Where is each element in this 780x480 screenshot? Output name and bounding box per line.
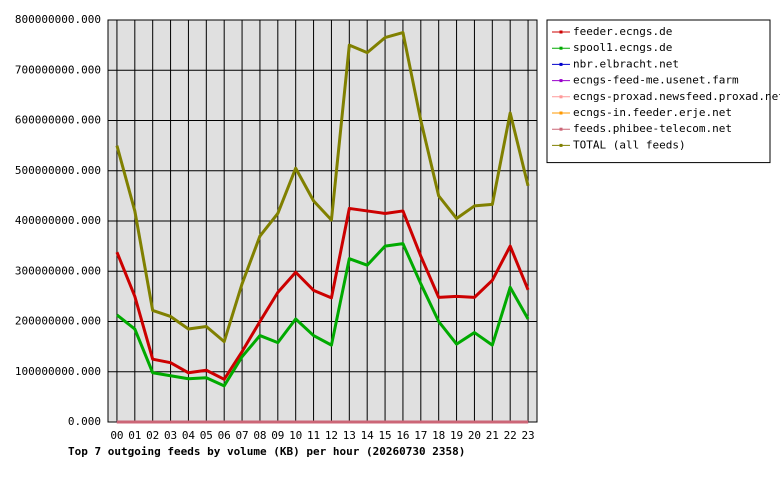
y-tick-label: 800000000.000 bbox=[15, 13, 101, 26]
series-line bbox=[115, 206, 530, 381]
series-line bbox=[116, 242, 530, 388]
y-tick-label: 100000000.000 bbox=[15, 365, 101, 378]
legend-label: ecngs-proxad.newsfeed.proxad.net bbox=[573, 90, 780, 103]
chart-title: Top 7 outgoing feeds by volume (KB) per … bbox=[68, 445, 465, 458]
x-tick-label: 02 bbox=[146, 429, 159, 442]
x-tick-label: 22 bbox=[504, 429, 517, 442]
x-tick-label: 18 bbox=[432, 429, 445, 442]
series-line bbox=[115, 31, 530, 344]
legend-label: nbr.elbracht.net bbox=[573, 57, 679, 70]
x-tick-label: 23 bbox=[521, 429, 534, 442]
legend-marker bbox=[559, 111, 563, 115]
x-tick-label: 09 bbox=[271, 429, 284, 442]
x-tick-label: 01 bbox=[128, 429, 141, 442]
legend-marker bbox=[559, 143, 563, 147]
y-tick-label: 300000000.000 bbox=[15, 264, 101, 277]
legend-marker bbox=[559, 62, 563, 66]
legend-label: ecngs-feed-me.usenet.farm bbox=[573, 74, 739, 87]
x-tick-label: 10 bbox=[289, 429, 302, 442]
y-tick-label: 600000000.000 bbox=[15, 114, 101, 127]
legend-marker bbox=[559, 30, 563, 34]
y-tick-label: 0.000 bbox=[68, 415, 101, 428]
x-tick-label: 07 bbox=[235, 429, 248, 442]
legend-label: feeder.ecngs.de bbox=[573, 25, 672, 38]
x-tick-label: 19 bbox=[450, 429, 463, 442]
y-tick-label: 400000000.000 bbox=[15, 214, 101, 227]
x-tick-label: 08 bbox=[253, 429, 266, 442]
x-tick-label: 06 bbox=[218, 429, 231, 442]
legend-label: spool1.ecngs.de bbox=[573, 41, 672, 54]
legend-marker bbox=[559, 79, 563, 83]
x-tick-label: 00 bbox=[110, 429, 123, 442]
legend-marker bbox=[559, 95, 563, 99]
legend-marker bbox=[559, 127, 563, 131]
y-tick-label: 700000000.000 bbox=[15, 63, 101, 76]
x-tick-label: 04 bbox=[182, 429, 196, 442]
x-tick-label: 03 bbox=[164, 429, 177, 442]
y-tick-label: 200000000.000 bbox=[15, 315, 101, 328]
x-tick-label: 17 bbox=[414, 429, 427, 442]
legend-label: ecngs-in.feeder.erje.net bbox=[573, 106, 732, 119]
legend-label: TOTAL (all feeds) bbox=[573, 138, 686, 151]
x-tick-label: 11 bbox=[307, 429, 320, 442]
x-tick-label: 15 bbox=[378, 429, 391, 442]
x-tick-label: 16 bbox=[396, 429, 409, 442]
x-tick-label: 20 bbox=[468, 429, 481, 442]
x-tick-label: 12 bbox=[325, 429, 338, 442]
legend-label: feeds.phibee-telecom.net bbox=[573, 122, 732, 135]
x-tick-label: 13 bbox=[343, 429, 356, 442]
y-tick-label: 500000000.000 bbox=[15, 164, 101, 177]
x-tick-label: 05 bbox=[200, 429, 213, 442]
x-tick-label: 14 bbox=[361, 429, 375, 442]
legend-marker bbox=[559, 46, 563, 50]
legend-box bbox=[546, 19, 771, 164]
x-tick-label: 21 bbox=[486, 429, 499, 442]
